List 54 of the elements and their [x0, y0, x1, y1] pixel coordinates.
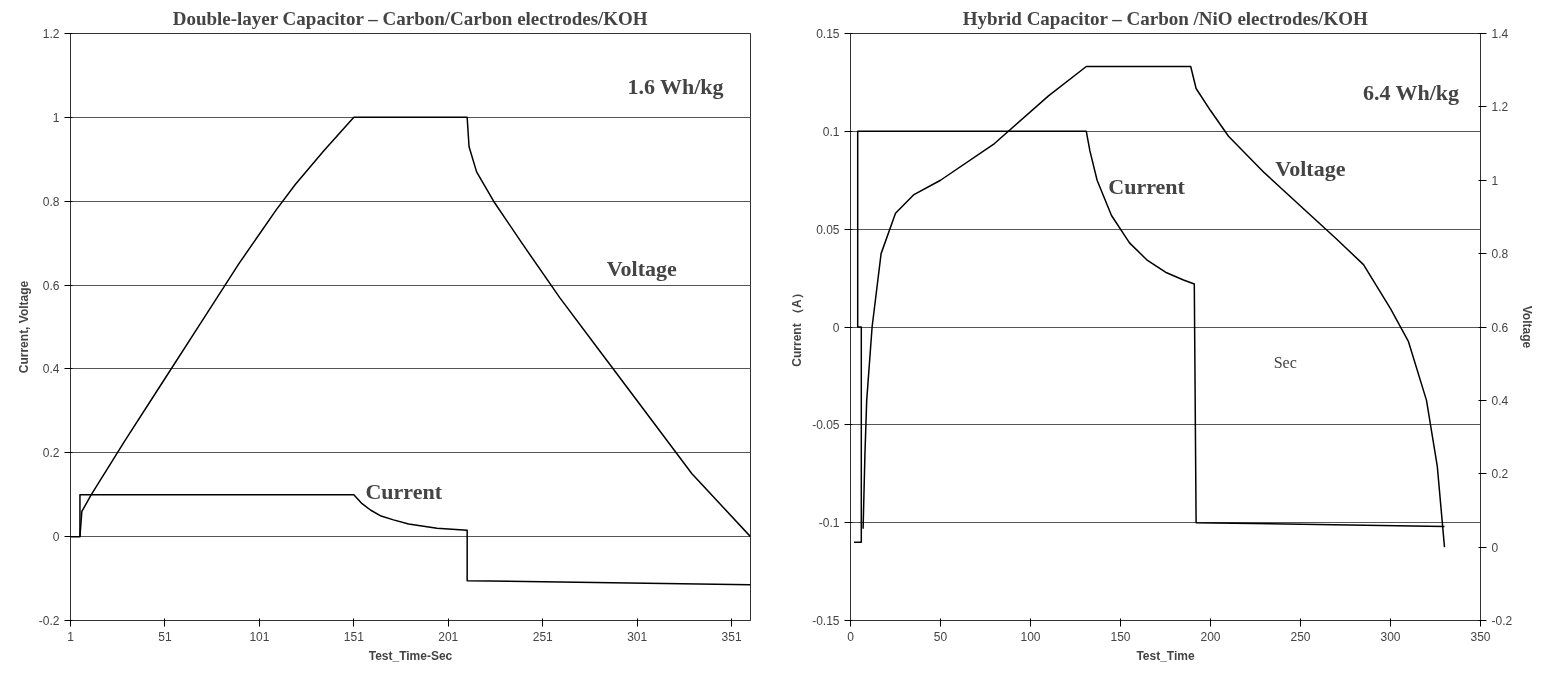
y2-tick-label: 0.4 — [1491, 393, 1509, 408]
annotation: Current — [1108, 173, 1186, 199]
chart-title: Hybrid Capacitor – Carbon /NiO electrodes/KOH — [962, 7, 1369, 29]
annotation: Sec — [1273, 353, 1297, 371]
y2-tick-label: 0.2 — [1491, 467, 1509, 482]
y-tick-label: 0.2 — [42, 446, 60, 461]
y-tick-label: 0.6 — [42, 278, 60, 293]
x-tick-label: 300 — [1380, 629, 1401, 644]
y-tick-label: -0.1 — [818, 516, 840, 531]
x-tick-label: 251 — [532, 629, 554, 644]
x-tick-label: 350 — [1470, 629, 1491, 644]
y-tick-label: 0.05 — [816, 222, 840, 237]
x-tick-label: 150 — [1110, 629, 1131, 644]
y2-tick-label: 1.2 — [1491, 100, 1509, 115]
x-tick-label: 100 — [1020, 629, 1041, 644]
x-tick-label: 50 — [933, 629, 948, 644]
y-axis-title: Current, Voltage — [16, 280, 31, 374]
annotation: 1.6 Wh/kg — [627, 73, 724, 99]
y2-tick-label: 0 — [1491, 540, 1499, 555]
y-tick-label: -0.2 — [38, 614, 60, 628]
annotation: Voltage — [606, 255, 677, 281]
annotation: Current — [365, 478, 443, 504]
y2-tick-label: 0.6 — [1491, 320, 1509, 335]
y-tick-label: 0 — [832, 320, 840, 335]
x-tick-label: 51 — [158, 629, 172, 644]
x-axis-title: Test_Time — [1136, 648, 1195, 663]
x-tick-label: 200 — [1200, 629, 1221, 644]
y-tick-label: 1.2 — [42, 27, 60, 41]
x-axis-title: Test_Time-Sec — [368, 648, 453, 663]
annotation: 6.4 Wh/kg — [1362, 79, 1460, 105]
x-tick-label: 101 — [249, 629, 270, 644]
y-tick-label: 1 — [52, 110, 60, 125]
y2-tick-label: 1.4 — [1491, 27, 1509, 41]
y-tick-label: 0 — [52, 530, 60, 545]
x-tick-label: 250 — [1290, 629, 1311, 644]
y2-tick-label: -0.2 — [1491, 614, 1513, 628]
y-tick-label: -0.15 — [812, 614, 840, 628]
x-tick-label: 201 — [438, 629, 459, 644]
annotation: Voltage — [1275, 156, 1346, 182]
y2-tick-label: 1 — [1491, 173, 1499, 188]
chart-title: Double-layer Capacitor – Carbon/Carbon electrodes/KOH — [172, 7, 648, 29]
y-tick-label: 0.15 — [816, 27, 840, 41]
x-tick-label: 301 — [627, 629, 648, 644]
x-tick-label: 1 — [67, 629, 75, 644]
y-tick-label: 0.4 — [42, 362, 60, 377]
y2-axis-title: Voltage — [1520, 305, 1535, 349]
y2-tick-label: 0.8 — [1491, 247, 1509, 262]
y-tick-label: 0.8 — [42, 194, 60, 209]
x-tick-label: 351 — [721, 629, 742, 644]
y-axis-title: Current （A） — [790, 287, 805, 367]
y-tick-label: 0.1 — [822, 124, 840, 139]
y-tick-label: -0.05 — [812, 418, 840, 433]
x-tick-label: 0 — [847, 629, 855, 644]
x-tick-label: 151 — [343, 629, 365, 644]
